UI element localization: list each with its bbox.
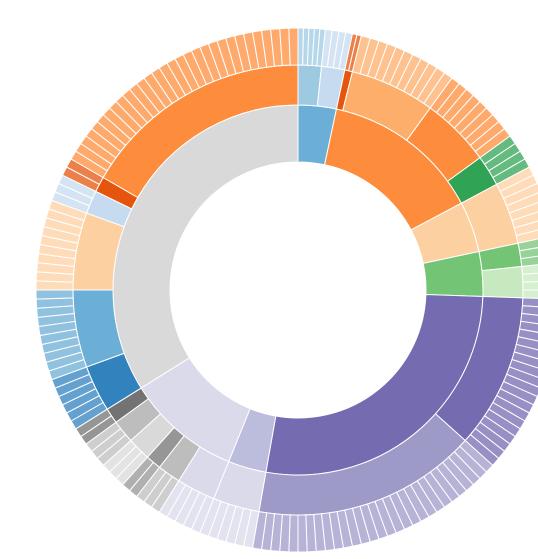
arc [481,265,524,299]
leaf-arc [288,27,299,66]
leaf-arc [35,289,74,300]
leaf-arc [297,514,308,553]
leaf-arc [522,281,538,291]
